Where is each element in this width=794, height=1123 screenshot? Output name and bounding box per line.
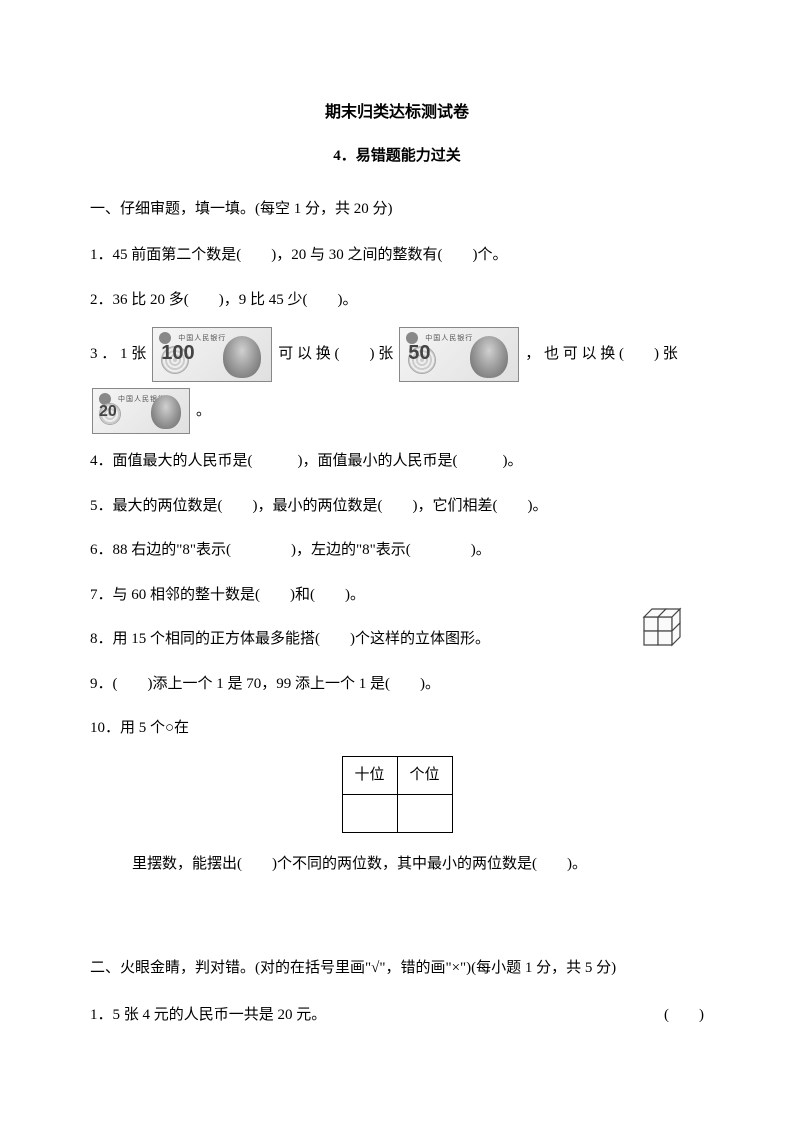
page-title: 期末归类达标测试卷: [90, 100, 704, 126]
denom-20: 20: [99, 394, 117, 429]
question-3: 3 ． 1 张 中国人民银行 100 可 以 换 ( ) 张 中国人民银行 50…: [90, 327, 704, 434]
cube-figure-icon: [634, 597, 704, 647]
question-7: 7．与 60 相邻的整十数是( )和( )。: [90, 578, 634, 613]
tens-header: 十位: [342, 756, 397, 794]
banknote-50: 中国人民银行 50: [399, 327, 519, 382]
denom-50: 50: [408, 331, 430, 375]
q3-suffix: 。: [196, 395, 211, 428]
section-1-heading: 一、仔细审题，填一填。(每空 1 分，共 20 分): [90, 192, 704, 227]
ones-header: 个位: [397, 756, 452, 794]
question-10-suffix: 里摆数，能摆出( )个不同的两位数，其中最小的两位数是( )。: [90, 847, 704, 882]
question-1: 1．45 前面第二个数是( )，20 与 30 之间的整数有( )个。: [90, 238, 704, 273]
section2-question-1: 1．5 张 4 元的人民币一共是 20 元。 ( ): [90, 998, 704, 1033]
s2-q1-paren: ( ): [664, 998, 704, 1033]
question-5: 5．最大的两位数是( )，最小的两位数是( )，它们相差( )。: [90, 489, 704, 524]
question-6: 6．88 右边的"8"表示( )，左边的"8"表示( )。: [90, 533, 704, 568]
tens-cell: [342, 794, 397, 832]
q3-mid2: ， 也 可 以 换 ( ) 张: [525, 338, 678, 371]
banknote-20: 中国人民银行 20: [92, 388, 190, 434]
page-subtitle: 4．易错题能力过关: [90, 144, 704, 168]
denom-100: 100: [161, 331, 194, 375]
ones-cell: [397, 794, 452, 832]
section-2-heading: 二、火眼金睛，判对错。(对的在括号里画"√"，错的画"×")(每小题 1 分，共…: [90, 951, 704, 986]
question-4: 4．面值最大的人民币是( )，面值最小的人民币是( )。: [90, 444, 704, 479]
bank-label: 中国人民银行: [425, 331, 473, 346]
question-2: 2．36 比 20 多( )，9 比 45 少( )。: [90, 283, 704, 318]
q3-prefix: 3 ． 1 张: [90, 338, 146, 371]
question-8: 8．用 15 个相同的正方体最多能搭( )个这样的立体图形。: [90, 622, 634, 657]
q3-mid1: 可 以 换 ( ) 张: [278, 338, 393, 371]
place-value-table: 十位 个位: [342, 756, 453, 833]
question-9: 9．( )添上一个 1 是 70，99 添上一个 1 是( )。: [90, 667, 704, 702]
s2-q1-text: 1．5 张 4 元的人民币一共是 20 元。: [90, 1007, 326, 1023]
banknote-100: 中国人民银行 100: [152, 327, 272, 382]
question-10-prefix: 10．用 5 个○在: [90, 711, 704, 746]
